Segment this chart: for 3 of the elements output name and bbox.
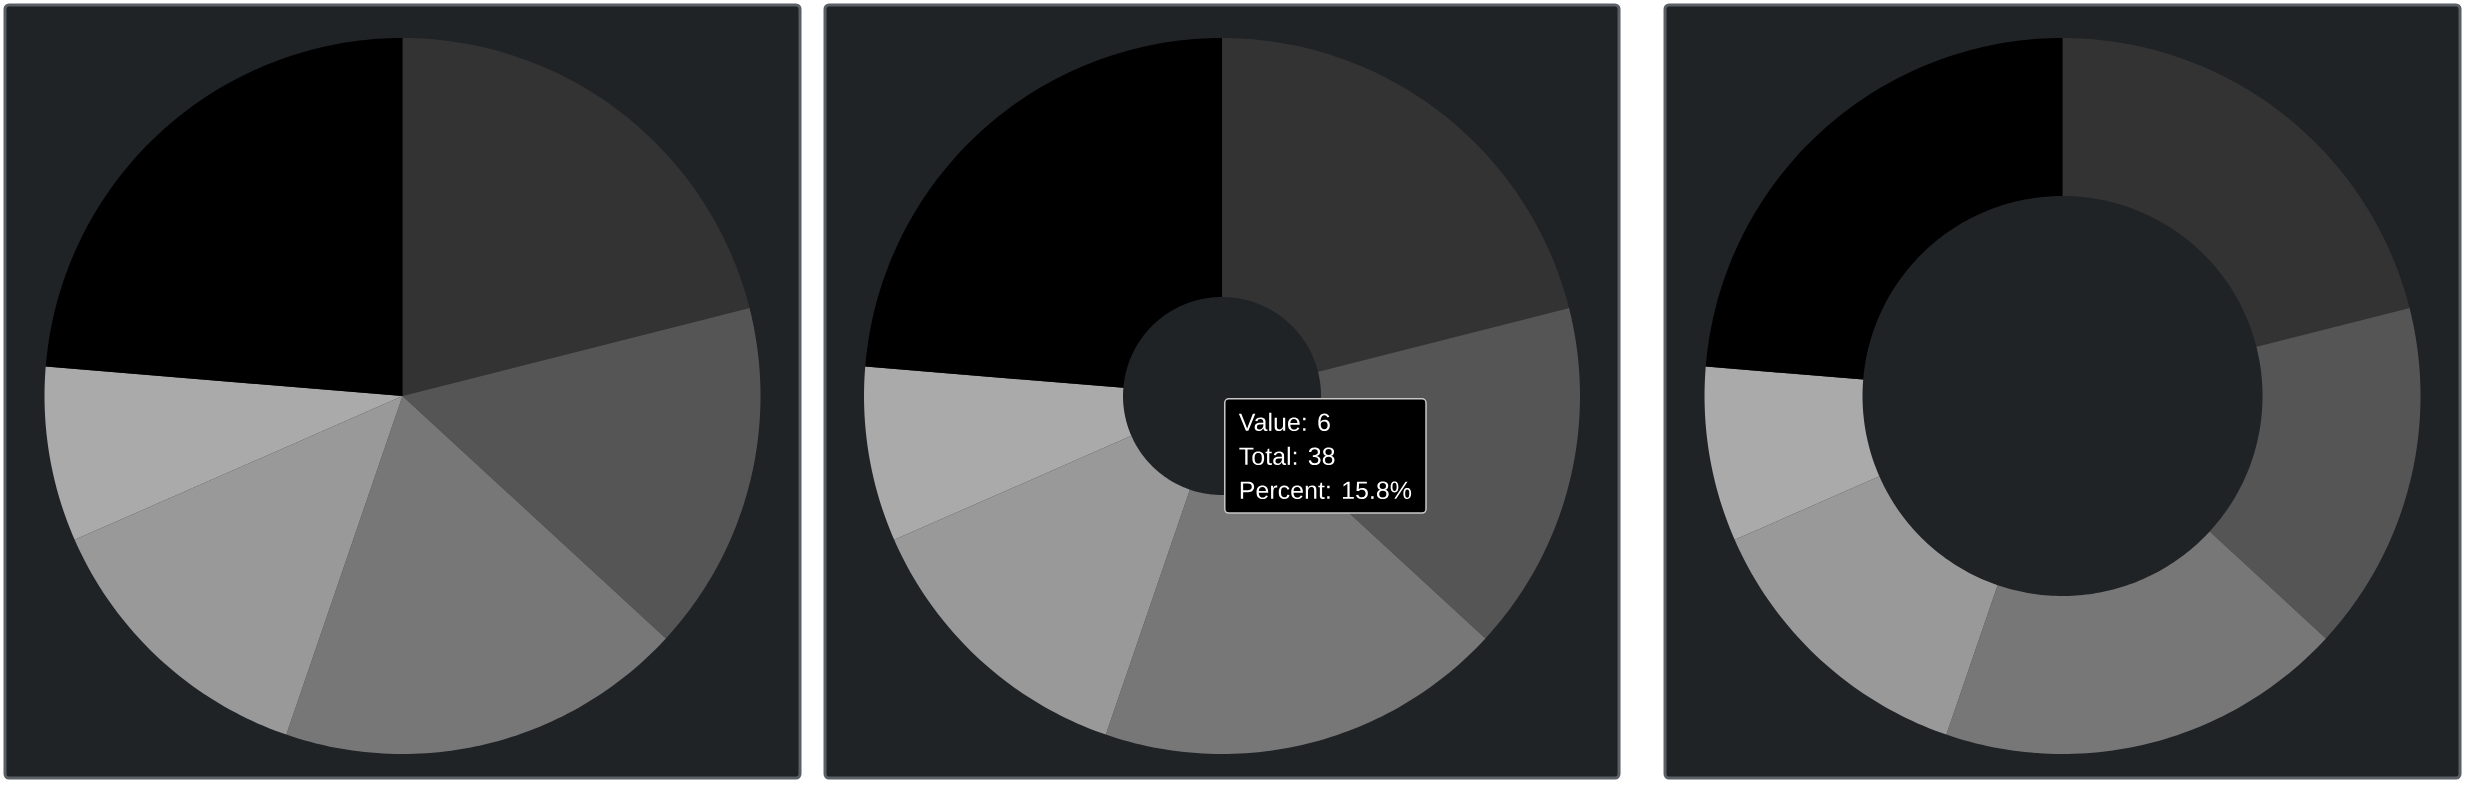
text: Value: 6 — [1238, 412, 1330, 432]
text: Total: 38 — [1239, 446, 1335, 466]
text: Percent: 15.8% — [1240, 481, 1412, 500]
